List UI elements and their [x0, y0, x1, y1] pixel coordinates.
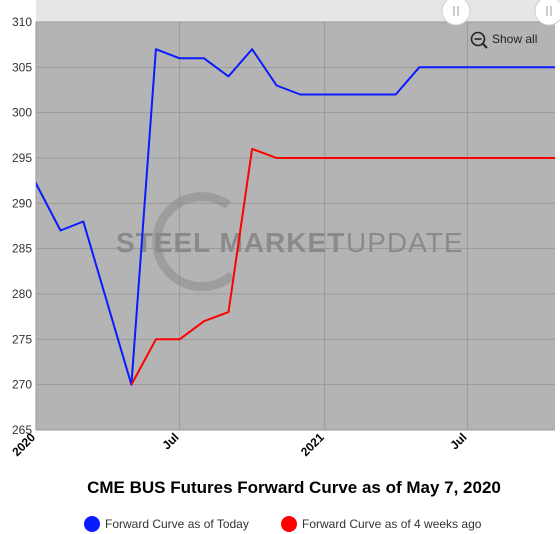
navigator-strip[interactable] [36, 0, 555, 22]
y-tick-label: 300 [12, 106, 32, 120]
x-tick-label: Jul [447, 430, 469, 452]
swoosh-icon [152, 192, 236, 292]
y-tick-label: 285 [12, 242, 32, 256]
legend-marker-weeks-ago [281, 516, 297, 532]
y-tick-label: 270 [12, 378, 32, 392]
y-tick-label: 295 [12, 151, 32, 165]
show-all-label: Show all [492, 32, 537, 46]
chart-title: CME BUS Futures Forward Curve as of May … [87, 478, 501, 497]
y-tick-label: 310 [12, 15, 32, 29]
x-axis-ticks: 2020 Jul 2021 Jul [9, 430, 469, 459]
watermark-brand-bold: STEEL MARKET [116, 227, 345, 258]
zoom-out-icon [470, 31, 488, 49]
navigator-handle-left[interactable] [441, 0, 471, 26]
legend-label-today: Forward Curve as of Today [105, 517, 249, 531]
legend-item-weeks-ago[interactable]: Forward Curve as of 4 weeks ago [281, 516, 482, 532]
series-line-today [36, 48, 555, 386]
show-all-button[interactable]: Show all [470, 31, 538, 49]
grid-lines [35, 21, 555, 431]
plot-area [36, 22, 555, 430]
y-axis-ticks: 265 270 275 280 285 290 295 300 305 310 [12, 15, 32, 437]
series-line-weeks-ago [130, 147, 555, 386]
series-layer [36, 48, 555, 386]
x-tick-label: Jul [160, 430, 182, 452]
legend-item-today[interactable]: Forward Curve as of Today [84, 516, 249, 532]
y-tick-label: 290 [12, 196, 32, 210]
y-tick-label: 305 [12, 60, 32, 74]
watermark-brand-light: UPDATE [346, 227, 464, 258]
x-tick-label: 2021 [298, 430, 327, 459]
legend-label-weeks-ago: Forward Curve as of 4 weeks ago [302, 517, 482, 531]
y-tick-label: 265 [12, 423, 32, 437]
legend-marker-today [84, 516, 100, 532]
navigator-handle-right[interactable] [534, 0, 560, 26]
y-tick-label: 275 [12, 332, 32, 346]
watermark-logo: STEEL MARKET UPDATE [116, 192, 464, 292]
y-tick-label: 280 [12, 287, 32, 301]
